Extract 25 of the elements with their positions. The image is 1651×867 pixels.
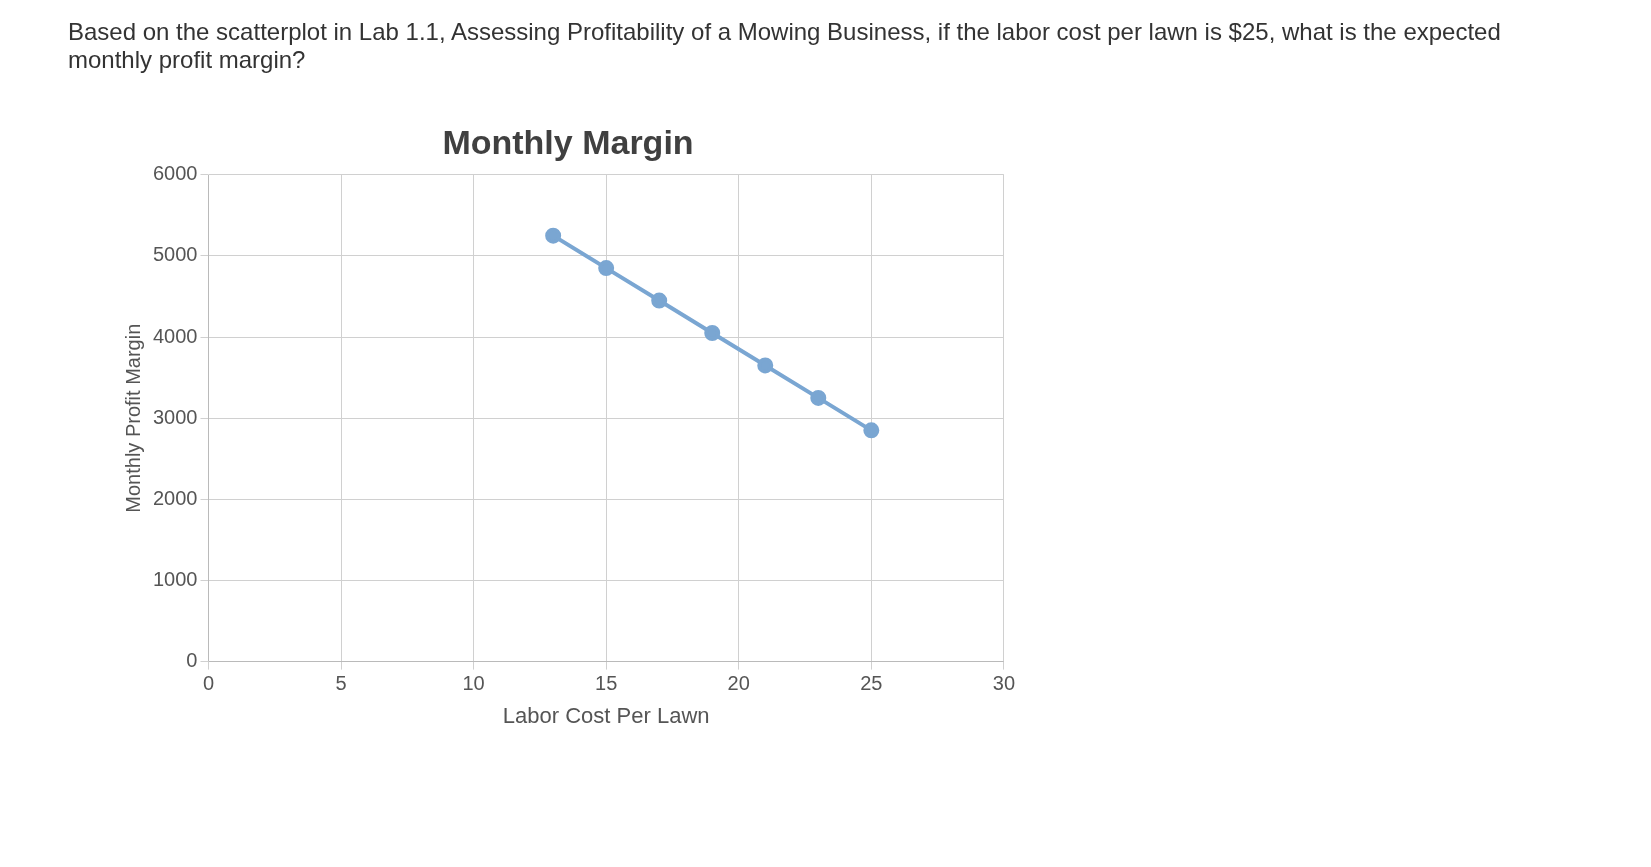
y-tick-label: 2000 <box>152 486 198 509</box>
x-axis-title: Labor Cost Per Lawn <box>502 702 710 728</box>
point <box>704 325 721 342</box>
x-tick-label: 5 <box>335 672 347 695</box>
x-tick-label: 0 <box>202 672 215 695</box>
x-tick-label: 10 <box>462 672 485 695</box>
y-tick-label: 4000 <box>152 324 198 347</box>
chart-title: Monthly Margin <box>442 122 694 161</box>
point <box>651 292 668 309</box>
point <box>757 357 774 374</box>
y-tick-label: 0 <box>186 649 198 672</box>
y-tick-label: 5000 <box>152 243 198 266</box>
point <box>810 389 827 406</box>
y-tick-label: 3000 <box>152 405 198 428</box>
y-tick-label: 1000 <box>152 567 198 590</box>
x-tick-label: 20 <box>727 672 750 695</box>
x-tick-label: 25 <box>860 672 883 695</box>
point <box>598 260 615 277</box>
point <box>545 227 562 244</box>
y-tick-label: 6000 <box>152 162 198 185</box>
x-tick-label: 30 <box>992 672 1015 695</box>
text: Based on the scatterplot in Lab 1.1, Assessing Profitability of a Mowing Business, if the labor cost per lawn is $25, what is the expected monthly profit margin? <box>68 18 1502 74</box>
point <box>863 422 880 439</box>
y-axis-title: Monthly Profit Margin <box>121 323 144 513</box>
x-tick-label: 15 <box>595 672 618 695</box>
